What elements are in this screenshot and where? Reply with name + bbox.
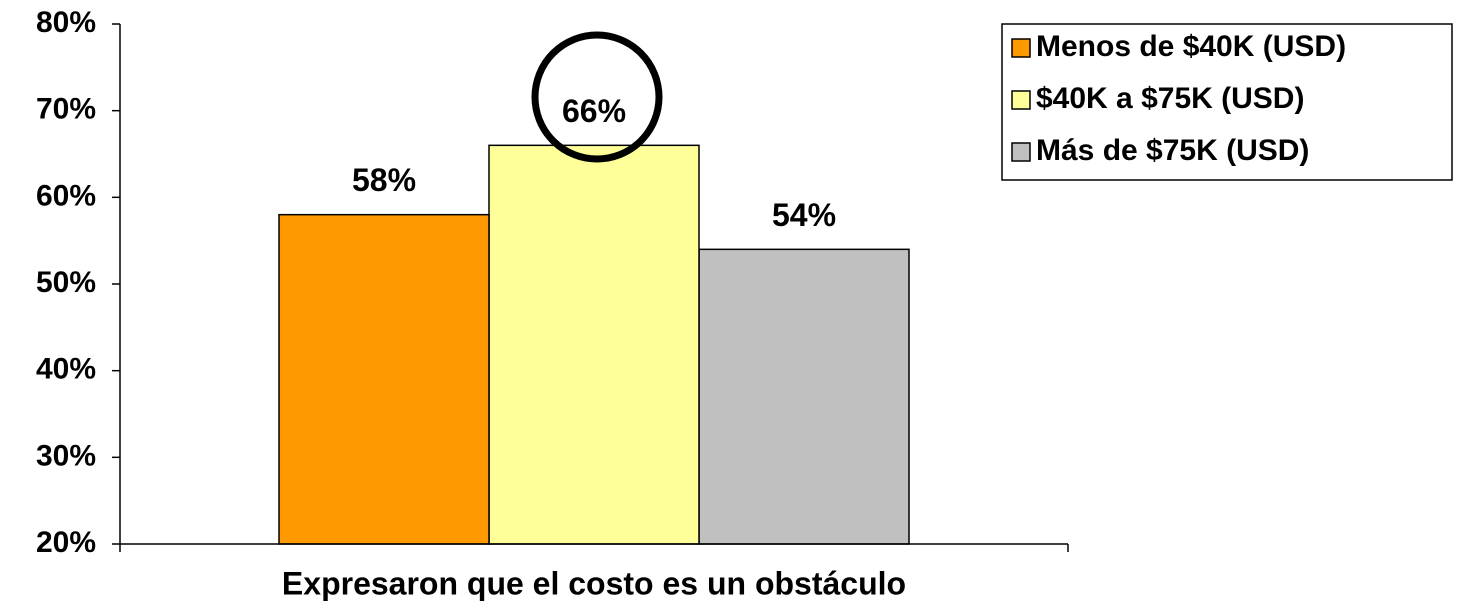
y-tick-label: 40% (36, 353, 96, 386)
y-tick-label: 70% (36, 93, 96, 126)
value-label: 54% (772, 197, 836, 233)
legend-box (1001, 23, 1453, 181)
legend-swatch (1011, 90, 1031, 110)
legend-label: $40K a $75K (USD) (1036, 82, 1304, 115)
y-tick-label: 50% (36, 266, 96, 299)
x-tick-label: Expresaron que el costo es un obstáculo (282, 565, 906, 601)
bar (698, 248, 910, 545)
highlight-circle (531, 31, 663, 163)
legend-swatch (1011, 142, 1031, 162)
legend-swatch (1011, 38, 1031, 58)
legend-label: Menos de $40K (USD) (1036, 30, 1346, 63)
legend-label: Más de $75K (USD) (1036, 134, 1309, 167)
y-tick-label: 20% (36, 526, 96, 559)
bar (488, 144, 700, 545)
value-label: 66% (562, 93, 626, 129)
bar (278, 213, 490, 545)
y-tick-label: 30% (36, 439, 96, 472)
y-tick-label: 60% (36, 179, 96, 212)
y-tick-label: 80% (36, 6, 96, 39)
value-label: 58% (352, 162, 416, 198)
